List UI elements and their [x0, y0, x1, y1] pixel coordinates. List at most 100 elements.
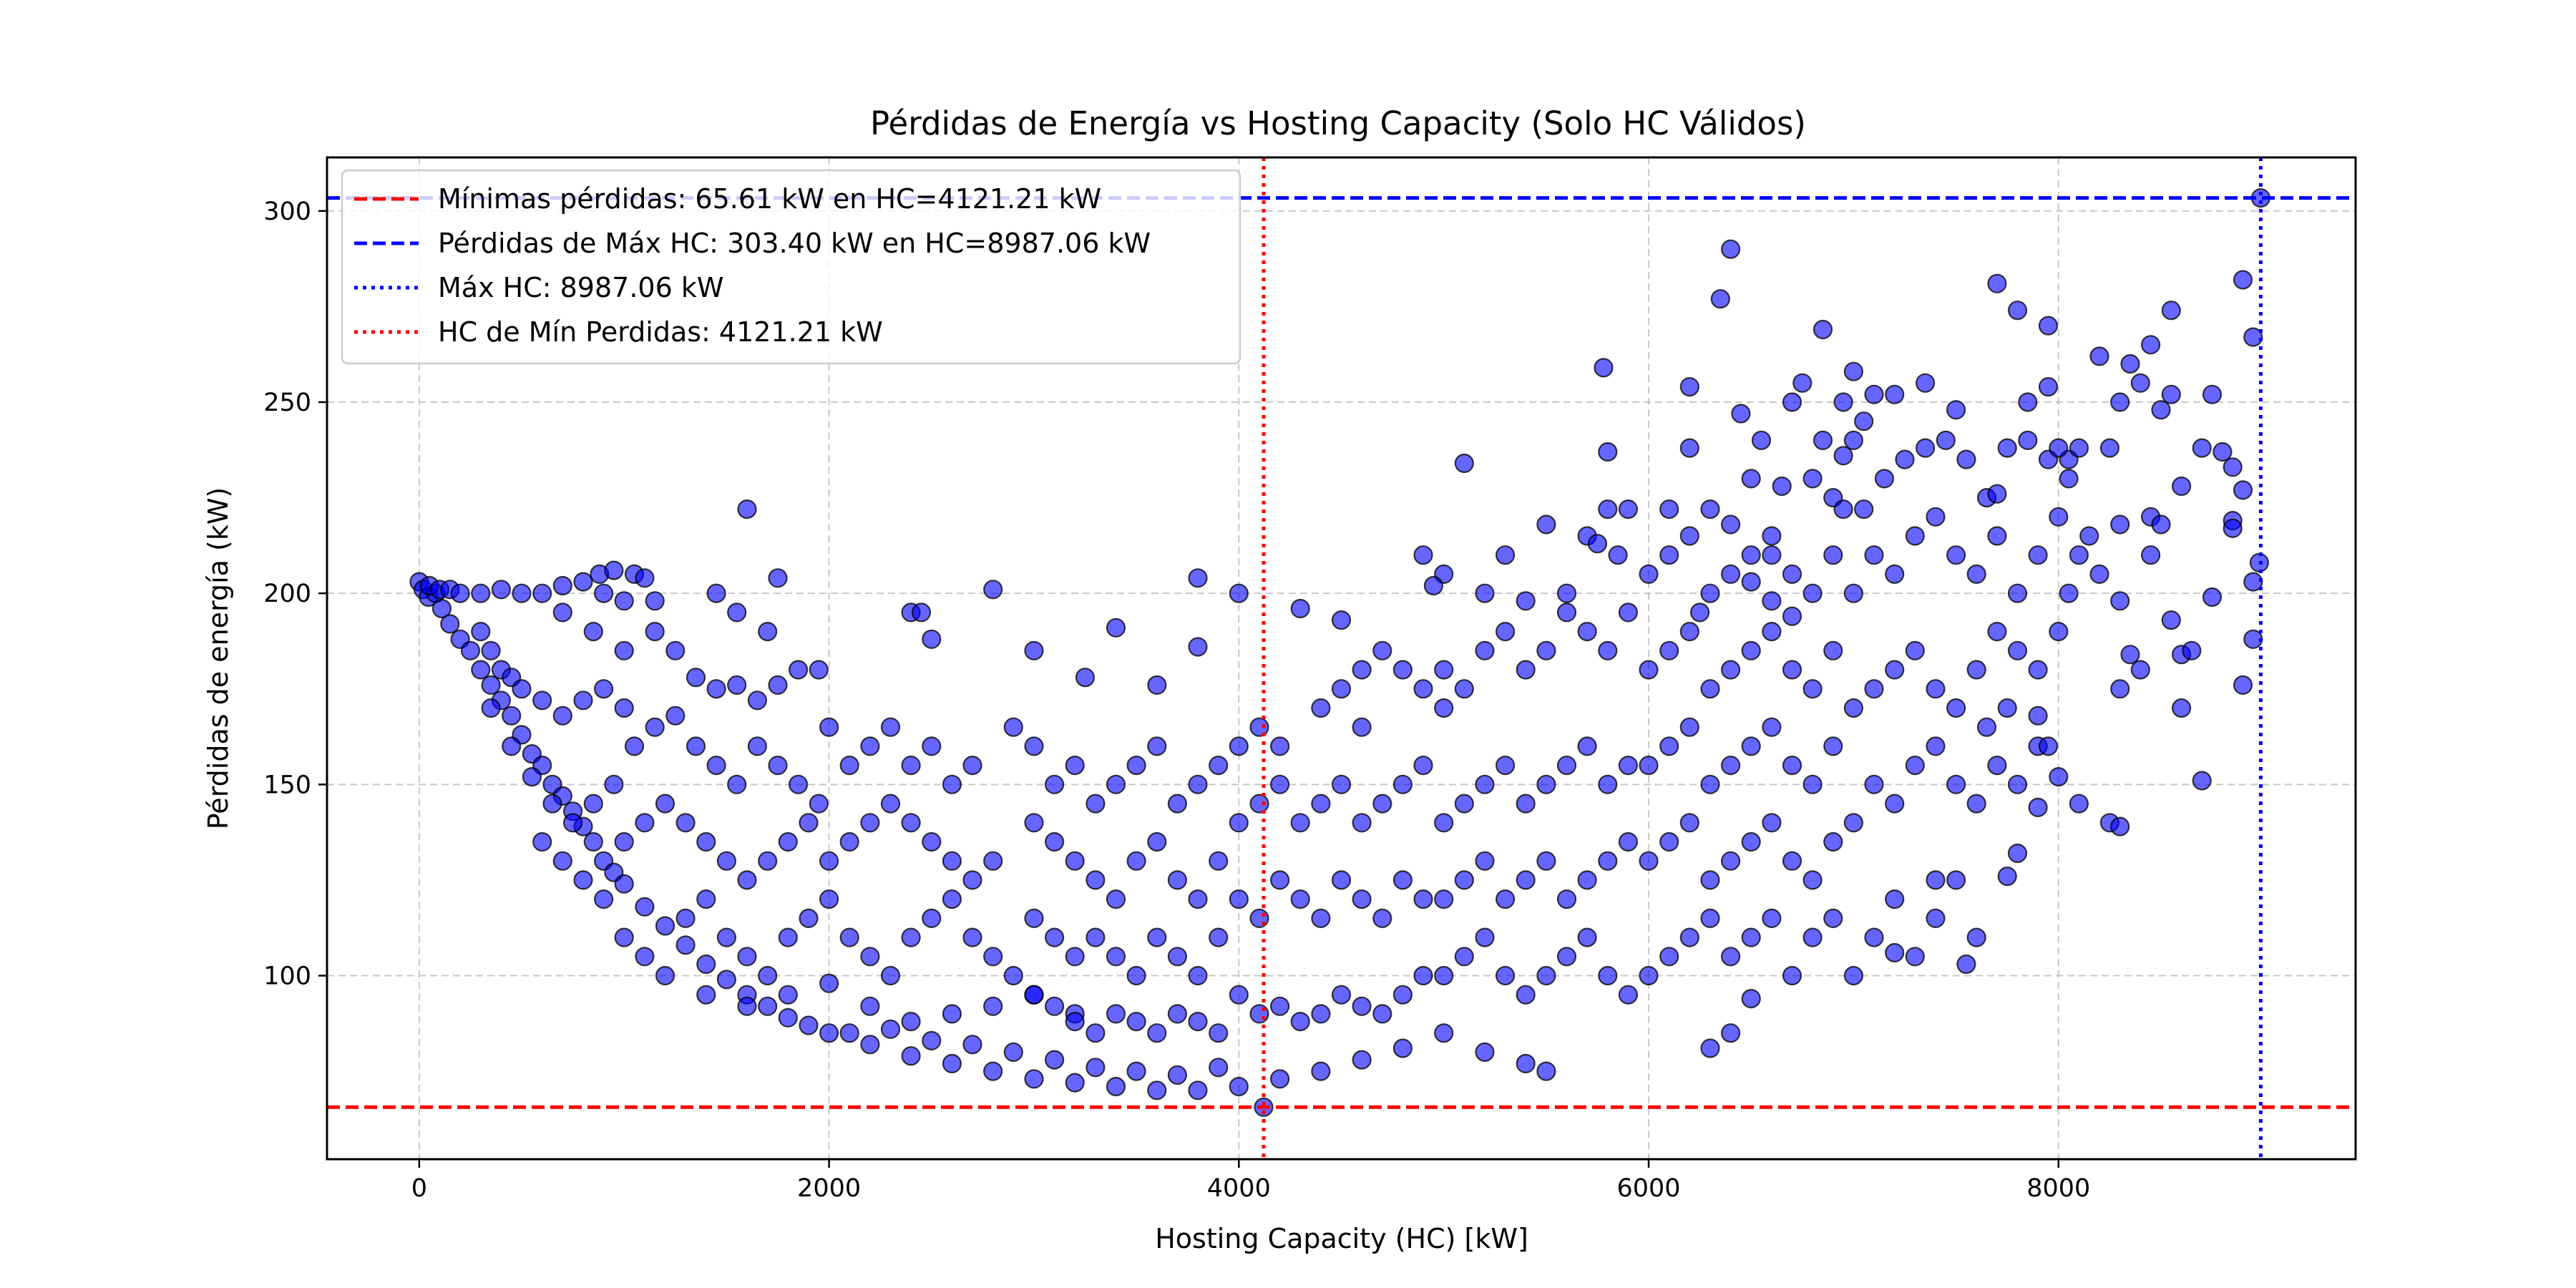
data-point [1229, 1076, 1249, 1097]
data-point [2069, 794, 2089, 814]
data-point [758, 965, 778, 986]
data-point [1895, 449, 1915, 469]
data-point [2192, 771, 2212, 791]
x-axis-ticks: 0 2000 4000 6000 8000 [411, 1159, 2090, 1203]
plot-frame [326, 156, 2357, 1161]
data-point [1188, 889, 1208, 909]
data-point [512, 583, 532, 603]
legend-label-max-hc: Máx HC: 8987.06 kW [438, 272, 723, 303]
data-point [1311, 1061, 1331, 1081]
data-point [758, 851, 778, 871]
data-point [2233, 675, 2253, 696]
data-point [1946, 698, 1966, 718]
data-point [1044, 927, 1065, 947]
data-point [665, 640, 686, 660]
data-point [1188, 637, 1208, 657]
data-point [1966, 564, 1986, 585]
data-point [716, 927, 737, 947]
data-point [1147, 927, 1167, 947]
data-point [1843, 430, 1863, 451]
data-point [1833, 392, 1853, 412]
data-point [1475, 927, 1495, 947]
data-point [2172, 698, 2192, 718]
data-point [1024, 985, 1044, 1005]
data-point [1741, 469, 1761, 489]
data-point [2018, 430, 2038, 451]
data-point [2018, 392, 2038, 412]
y-tick-label: 250 [263, 389, 311, 417]
data-point [1065, 755, 1085, 776]
data-point [1823, 640, 1843, 660]
data-point [1454, 870, 1474, 890]
data-point [583, 831, 603, 852]
data-point [2141, 335, 2161, 355]
data-point [1905, 755, 1925, 776]
data-point [1065, 1011, 1085, 1032]
data-point [922, 629, 942, 649]
data-point [1997, 698, 2017, 718]
data-point [1536, 774, 1556, 794]
data-point [2243, 327, 2263, 347]
data-point [983, 996, 1003, 1016]
data-point [1833, 499, 1853, 519]
data-point [2110, 816, 2130, 836]
data-point [922, 831, 942, 852]
data-point [799, 908, 819, 929]
data-point [860, 947, 880, 967]
data-point [1885, 889, 1905, 909]
data-point [1721, 1023, 1741, 1043]
data-point [1802, 583, 1823, 603]
data-point [675, 935, 696, 955]
data-point [686, 736, 706, 756]
data-point [2007, 774, 2028, 794]
legend-label-max-hc-loss: Pérdidas de Máx HC: 303.40 kW en HC=8987… [438, 228, 1151, 259]
data-point [860, 1035, 880, 1055]
data-point [1126, 851, 1146, 871]
data-point [1762, 545, 1782, 565]
data-point [1885, 660, 1905, 680]
data-point [1700, 499, 1720, 519]
data-point [1516, 985, 1536, 1005]
data-point [2049, 766, 2069, 787]
data-point [1741, 572, 1761, 592]
data-point [1618, 755, 1638, 776]
data-point [778, 1008, 798, 1028]
data-point [491, 580, 512, 600]
data-point [1126, 1061, 1146, 1081]
data-point [1864, 679, 1884, 699]
data-point [1352, 813, 1372, 833]
data-point [737, 870, 757, 890]
data-point [1106, 618, 1126, 638]
data-point [2212, 441, 2233, 462]
data-point [593, 583, 614, 603]
data-point [737, 499, 757, 519]
data-point [2049, 507, 2069, 527]
data-point [1044, 1050, 1065, 1070]
data-point [1864, 774, 1884, 794]
data-point [1997, 438, 2017, 458]
data-point [1024, 1069, 1044, 1089]
data-point [614, 927, 634, 947]
data-point [1762, 717, 1782, 737]
data-point [1762, 621, 1782, 642]
data-point [747, 736, 768, 756]
data-point [1802, 469, 1823, 489]
data-point [1249, 1004, 1269, 1024]
data-point [819, 717, 839, 737]
data-point [1423, 575, 1444, 596]
data-point [2038, 376, 2059, 397]
data-point [706, 679, 726, 699]
data-point [1516, 591, 1536, 611]
data-point [880, 717, 901, 737]
data-point [645, 591, 665, 611]
data-point [2151, 514, 2171, 535]
data-point [901, 813, 921, 833]
data-point [1290, 1011, 1310, 1032]
data-point [1413, 545, 1433, 565]
data-point [911, 602, 932, 623]
data-point [1679, 927, 1699, 947]
data-point [1598, 965, 1618, 986]
data-point [983, 1061, 1003, 1081]
data-point [962, 870, 982, 890]
data-point [2110, 679, 2130, 699]
